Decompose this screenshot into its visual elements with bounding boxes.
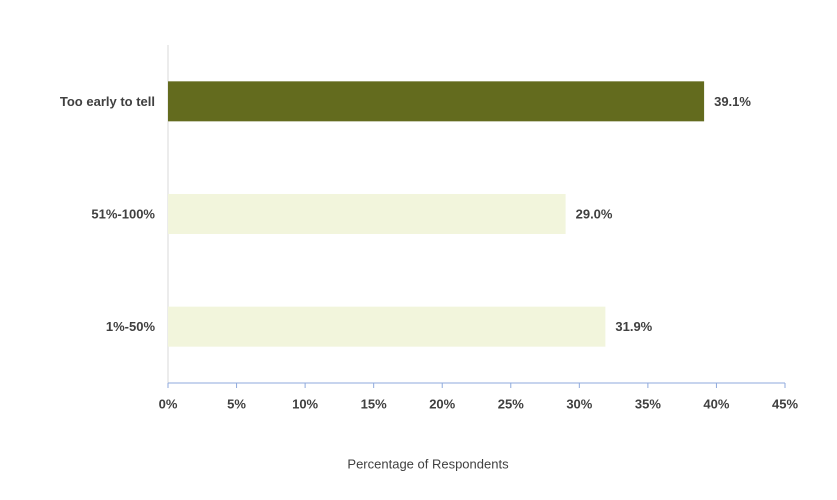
value-label: 31.9% <box>615 319 652 334</box>
x-tick-label: 20% <box>429 396 455 411</box>
value-label: 29.0% <box>576 206 613 221</box>
x-tick-label: 30% <box>566 396 592 411</box>
x-tick-label: 35% <box>635 396 661 411</box>
bar <box>168 306 606 347</box>
x-tick-label: 45% <box>772 396 798 411</box>
value-label: 39.1% <box>714 94 751 109</box>
y-tick-label: 51%-100% <box>91 206 155 221</box>
x-tick-label: 25% <box>498 396 524 411</box>
x-axis-label: Percentage of Respondents <box>347 456 509 471</box>
x-tick-label: 10% <box>292 396 318 411</box>
x-tick-label: 0% <box>159 396 178 411</box>
x-tick-label: 40% <box>703 396 729 411</box>
y-tick-label: Too early to tell <box>60 94 155 109</box>
bar <box>168 194 566 234</box>
y-tick-label: 1%-50% <box>106 319 156 334</box>
x-tick-label: 15% <box>361 396 387 411</box>
x-tick-label: 5% <box>227 396 246 411</box>
bar <box>168 81 705 122</box>
